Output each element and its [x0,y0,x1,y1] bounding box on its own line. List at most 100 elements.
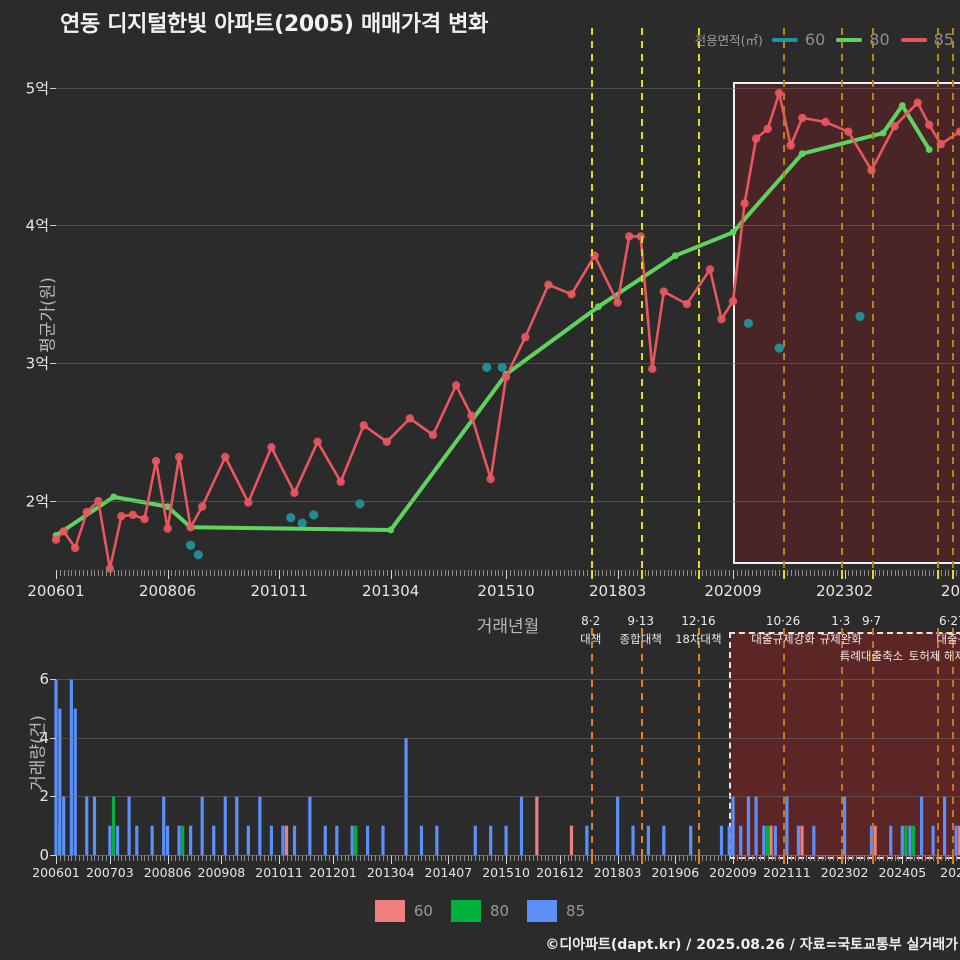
volume-bar-85 [73,708,77,855]
volume-bar-85 [489,825,493,855]
price-point-85 [913,98,922,107]
volume-bar-85 [504,825,508,855]
price-point-85 [486,474,495,484]
volume-bar-85 [258,796,262,855]
volume-bar-85 [212,825,216,855]
volume-ytick-label: 6 [39,670,49,689]
price-point-60 [774,343,784,353]
volume-legend-swatch-85 [527,900,558,922]
price-point-85 [151,456,161,466]
volume-legend-item-85[interactable]: 85 [527,900,585,922]
legend-title: 전용면적(㎡) [694,33,763,48]
volume-bar-85 [931,825,935,855]
volume-xtick-label: 201803 [593,865,642,880]
price-point-85 [890,122,899,131]
price-point-85 [117,512,126,521]
volume-bar-80 [354,825,358,855]
price-point-60 [482,362,492,372]
volume-bar-80 [765,825,770,855]
volume-bar-60 [873,825,877,855]
volume-event-label-6: 토허제 해제 [908,649,960,663]
volume-bar-85 [115,825,120,855]
volume-event-label-3: 대출규제강화 [751,632,815,646]
price-highlight-region [733,82,960,564]
price-line-85 [54,91,960,570]
legend-swatch-85 [900,37,927,42]
volume-bar-60 [958,825,960,855]
price-point-85 [682,299,692,309]
volume-ytick-label: 2 [39,787,49,806]
price-xtick-label: 200806 [138,582,197,600]
volume-bar-85 [900,825,904,855]
price-point-85 [763,124,772,134]
volume-bar-85 [108,825,112,855]
price-point-80 [798,150,806,158]
price-point-85 [740,199,749,208]
volume-bar-60 [284,825,289,855]
price-ytick-label: 5억 [25,79,49,98]
price-point-85 [705,265,715,274]
volume-event-line-3 [783,628,786,855]
price-event-line-5 [871,28,874,570]
legend-label-80: 80 [869,30,890,49]
price-gridline [56,225,960,227]
volume-bar-85 [843,796,847,855]
volume-bar-85 [796,825,801,855]
price-point-85 [775,88,784,98]
volume-bar-85 [281,825,285,855]
price-point-80 [387,526,395,534]
price-point-85 [844,127,853,136]
volume-event-label-5: 특례대출축소 [839,649,904,663]
price-ytick-label: 2억 [25,492,49,511]
price-point-85 [544,280,553,289]
volume-legend-item-80[interactable]: 80 [450,900,509,922]
price-point-85 [140,514,149,524]
price-xtick-label: 201803 [588,582,647,600]
volume-bar-60 [800,825,804,855]
volume-xtick-label: 200908 [197,865,246,880]
volume-xtick-label: 201407 [424,865,473,880]
price-point-80 [925,146,933,153]
price-gridline [56,87,960,89]
price-xaxis-title: 거래년월 [476,617,540,637]
price-point-85 [521,332,530,342]
price-point-60 [186,540,196,550]
volume-ytick [50,855,56,856]
volume-bar-85 [889,825,893,855]
volume-ytick [50,796,56,798]
price-point-85 [128,510,138,520]
price-xtick-label: 201304 [362,582,420,600]
volume-legend-label-85: 85 [566,902,586,920]
volume-bar-85 [381,825,385,855]
price-point-85 [186,523,195,532]
volume-xtick-label: 201612 [536,865,584,880]
volume-bar-85 [662,825,666,855]
volume-legend-item-60[interactable]: 60 [374,900,433,922]
price-point-85 [467,411,476,420]
volume-bar-85 [746,796,751,855]
price-gridline [56,363,960,365]
volume-bar-85 [335,825,339,855]
volume-event-label-4: 규제완화 [819,632,862,646]
volume-bar-85 [731,796,735,855]
volume-bar-60 [535,796,539,855]
volume-chart-plot: 거래량(건) 0 2 4 6 8·2 대책 9·13 종합대책 12·16 18차대책 10·26 대… [28,614,960,880]
volume-bar-85 [246,825,250,855]
price-point-85 [359,421,368,430]
volume-bar-80 [904,825,908,855]
price-point-85 [163,524,172,533]
price-point-85 [382,437,391,446]
price-event-line-2 [698,28,701,570]
volume-event-line-2 [698,628,701,855]
price-point-60 [286,513,296,523]
price-point-85 [728,297,738,306]
volume-bar-85 [165,825,170,855]
price-series-canvas [51,88,960,573]
price-point-85 [51,535,61,544]
volume-bar-85 [646,825,651,855]
volume-xtick-label: 201304 [366,865,415,880]
price-point-85 [71,543,80,553]
volume-bar-85 [812,825,816,855]
price-ytick [50,87,56,89]
volume-bar-85 [189,825,193,855]
